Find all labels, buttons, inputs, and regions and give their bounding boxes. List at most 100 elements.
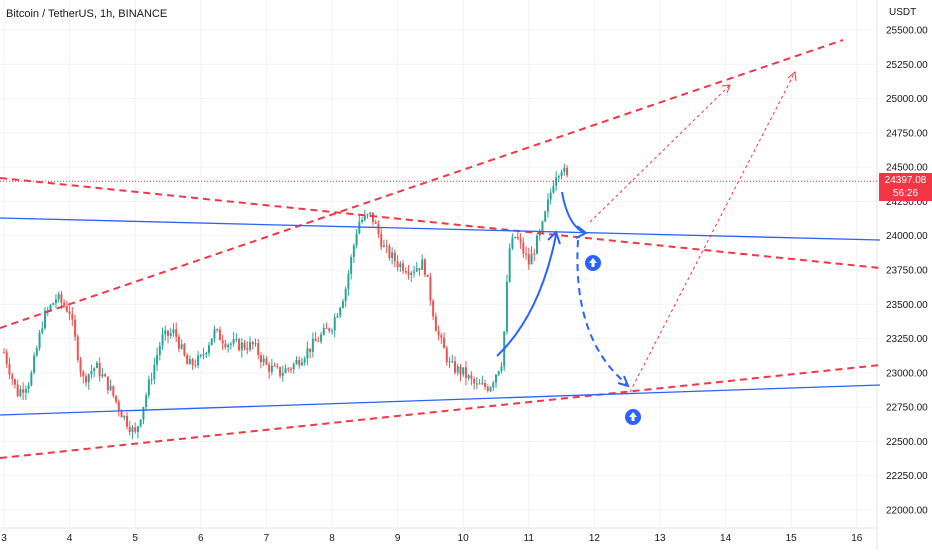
candle-body	[101, 374, 104, 377]
candle-body	[292, 364, 295, 370]
candle-body	[95, 362, 98, 369]
candle-body	[177, 336, 180, 349]
y-tick-label: 24750.00	[886, 128, 928, 139]
candle-body	[415, 268, 418, 272]
candle-body	[82, 371, 85, 377]
candle-body	[3, 352, 5, 354]
candle-body	[495, 374, 497, 383]
candle-body	[484, 383, 487, 387]
blue-curve-down	[561, 191, 586, 234]
candle-body	[24, 388, 27, 393]
candle-body	[522, 242, 525, 254]
candle-body	[104, 374, 107, 377]
candle-body	[281, 373, 284, 376]
candle-body	[366, 214, 369, 216]
candle-body	[60, 294, 63, 303]
candle-body	[224, 343, 227, 348]
candle-body	[276, 365, 279, 367]
rising-channel-top	[0, 39, 844, 329]
candle-body	[380, 233, 383, 247]
up-arrow-icon-glyph	[589, 258, 597, 267]
x-tick-label: 7	[264, 533, 270, 544]
candle-body	[328, 328, 331, 331]
candle-body	[46, 309, 49, 311]
blue-curve-up	[496, 234, 557, 357]
candle-body	[270, 365, 273, 372]
candle-body	[229, 343, 232, 345]
current-price-tag: 24397.08 56:26	[879, 173, 932, 202]
candle-body	[205, 352, 208, 355]
candle-body	[54, 299, 57, 304]
projection-arrowhead-2	[787, 71, 797, 82]
candle-body	[150, 379, 153, 381]
candle-body	[309, 348, 312, 352]
candle-body	[79, 359, 82, 372]
candle-body	[44, 310, 46, 329]
candle-body	[19, 389, 22, 397]
candle-body	[557, 176, 560, 178]
price-countdown: 56:26	[892, 188, 919, 200]
candle-body	[402, 263, 405, 272]
candle-body	[74, 319, 77, 337]
x-tick-label: 15	[786, 533, 798, 544]
up-arrow-icon-glyph	[629, 412, 637, 421]
candle-body	[191, 359, 194, 365]
candle-body	[210, 338, 213, 346]
candle-body	[98, 362, 101, 377]
candle-body	[437, 331, 440, 336]
y-tick-label: 25500.00	[886, 26, 928, 37]
candle-body	[52, 303, 55, 305]
candle-body	[478, 383, 481, 385]
candle-body	[404, 271, 407, 273]
candle-body	[516, 237, 519, 239]
candle-body	[497, 371, 500, 375]
candle-body	[93, 368, 96, 372]
candle-body	[325, 327, 328, 329]
candle-body	[145, 395, 148, 407]
candle-body	[486, 386, 489, 391]
candle-body	[290, 368, 292, 370]
candle-body	[322, 327, 325, 335]
candle-body	[514, 237, 517, 239]
candle-body	[448, 361, 451, 363]
candle-body	[462, 367, 465, 375]
blue-dashed-curve	[576, 239, 629, 386]
candle-body	[388, 245, 391, 258]
candle-body	[536, 235, 538, 254]
candle-body	[311, 338, 314, 352]
x-tick-label: 16	[851, 533, 863, 544]
candle-body	[361, 220, 364, 222]
candle-body	[467, 375, 470, 379]
candles	[3, 163, 569, 440]
x-tick-label: 5	[132, 533, 138, 544]
candle-body	[183, 344, 186, 356]
candle-body	[418, 268, 421, 270]
candle-body	[139, 419, 142, 427]
blue-arrowhead-up	[547, 230, 561, 245]
candle-body	[279, 366, 282, 376]
candle-body	[257, 343, 260, 356]
candle-body	[249, 341, 251, 350]
candle-body	[331, 330, 333, 332]
candle-body	[243, 342, 246, 349]
y-tick-label: 24500.00	[886, 163, 928, 174]
candle-body	[218, 329, 221, 341]
candle-body	[454, 361, 456, 373]
candle-body	[268, 364, 271, 372]
candle-body	[541, 221, 544, 232]
projection-arrowhead-1	[721, 84, 731, 94]
candle-body	[235, 339, 238, 341]
candle-body	[440, 335, 443, 338]
candle-body	[544, 211, 547, 222]
candle-body	[300, 362, 303, 366]
x-tick-label: 13	[654, 533, 666, 544]
candle-body	[112, 385, 115, 396]
candle-body	[186, 355, 189, 365]
x-tick-label: 12	[589, 533, 601, 544]
candle-body	[320, 334, 323, 342]
candle-body	[169, 333, 172, 336]
candle-body	[421, 259, 424, 270]
candle-body	[22, 389, 25, 393]
candle-body	[188, 359, 191, 365]
candle-body	[470, 375, 473, 379]
